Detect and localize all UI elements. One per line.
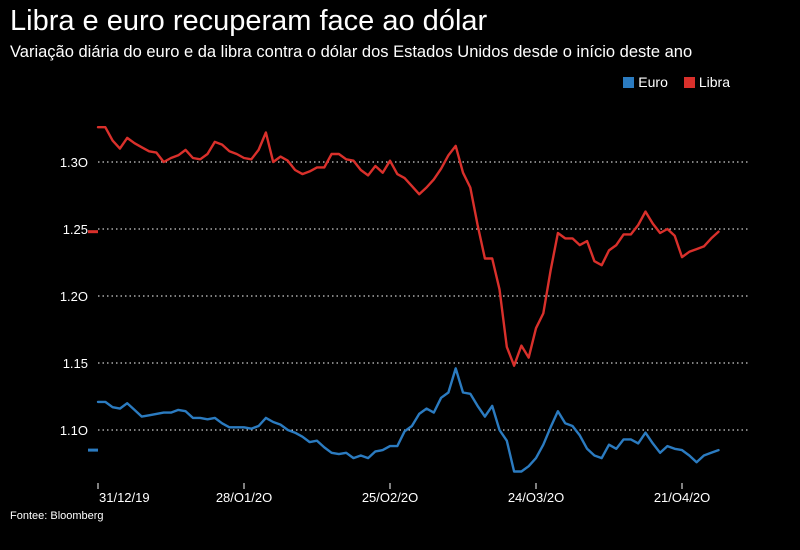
legend: Euro Libra [623, 74, 730, 90]
legend-swatch-euro [623, 76, 635, 88]
y-tick-label: 1.2O [60, 289, 88, 304]
x-tick-label: 28/O1/2O [216, 490, 272, 505]
chart-subtitle: Variação diária do euro e da libra contr… [10, 43, 693, 61]
legend-label-libra: Libra [698, 74, 730, 90]
y-tick-label: 1.1O [60, 423, 88, 438]
y-axis: 1.3O 1.25 1.2O 1.15 1.1O [60, 155, 88, 438]
series-line-libra [96, 125, 720, 367]
start-markers [88, 230, 98, 452]
y-tick-label: 1.3O [60, 155, 88, 170]
legend-item-euro: Euro [623, 74, 668, 90]
x-tick-label: 25/O2/2O [362, 490, 418, 505]
x-tick-label: 24/O3/2O [508, 490, 564, 505]
series-line-euro [96, 367, 720, 473]
x-tick-label: 31/12/19 [99, 490, 150, 505]
legend-label-euro: Euro [638, 74, 668, 90]
y-tick-label: 1.15 [63, 356, 88, 371]
y-tick-label: 1.25 [63, 222, 88, 237]
series-lines [96, 125, 720, 473]
chart-title: Libra e euro recuperam face ao dólar [10, 5, 488, 37]
current-value-marker-euro [88, 448, 98, 452]
x-tick-label: 21/O4/2O [654, 490, 710, 505]
legend-swatch-libra [683, 76, 695, 88]
current-value-marker-libra [88, 230, 98, 234]
gridlines [98, 161, 750, 431]
legend-item-libra: Libra [683, 74, 730, 90]
source-note: Fontee: Bloomberg [10, 510, 104, 522]
x-axis: 31/12/19 28/O1/2O 25/O2/2O 24/O3/2O 21/O4/2O [97, 483, 710, 505]
